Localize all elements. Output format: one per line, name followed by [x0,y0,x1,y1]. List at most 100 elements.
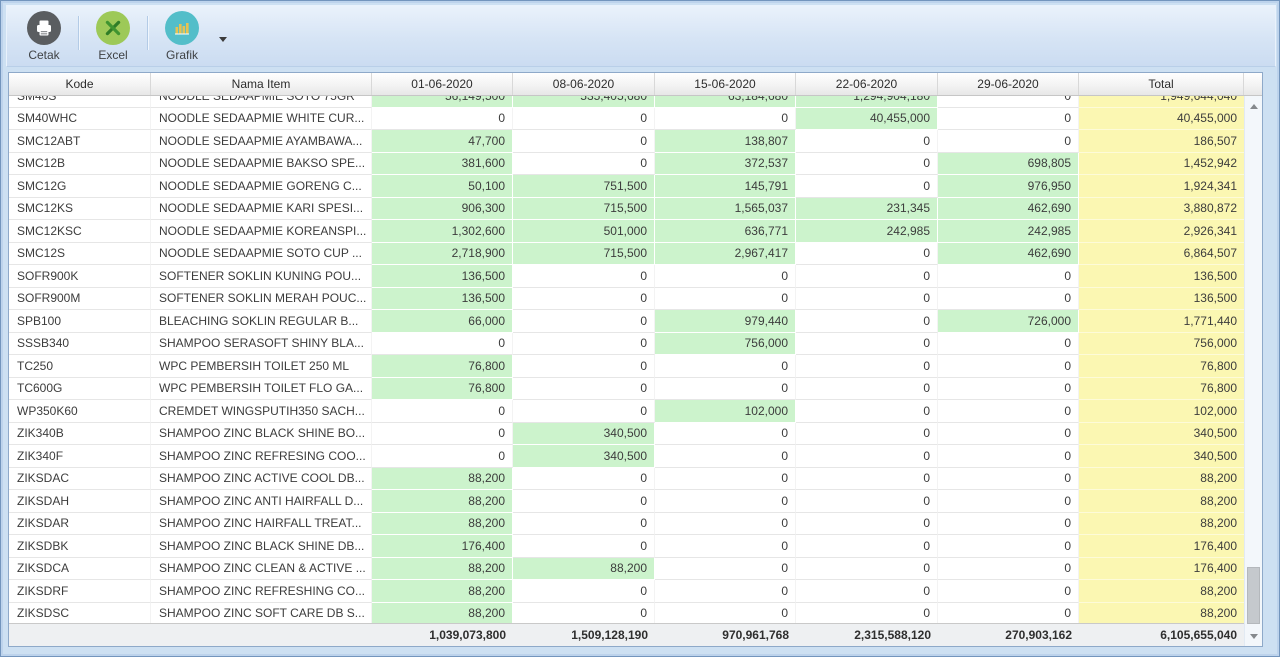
header-cell-nama-item[interactable]: Nama Item [151,73,372,95]
vertical-scrollbar[interactable] [1244,96,1262,646]
table-row[interactable]: TC600G WPC PEMBERSIH TOILET FLO GA... 76… [9,377,1244,400]
cell-week-3: 0 [655,602,796,623]
table-row[interactable]: ZIK340B SHAMPOO ZINC BLACK SHINE BO... 0… [9,422,1244,445]
cell-week-4: 242,985 [796,220,938,243]
cell-total: 340,500 [1079,422,1244,445]
header-cell-week-2[interactable]: 08-06-2020 [513,73,655,95]
cell-week-5: 0 [938,287,1079,310]
cell-week-5: 0 [938,535,1079,558]
table-row[interactable]: SSSB340 SHAMPOO SERASOFT SHINY BLA... 0 … [9,332,1244,355]
cell-nama-item: SOFTENER SOKLIN KUNING POU... [151,265,372,288]
header-cell-total[interactable]: Total [1079,73,1244,95]
cell-week-4: 0 [796,242,938,265]
cell-total: 1,924,341 [1079,175,1244,198]
cell-nama-item: SHAMPOO ZINC REFRESHING CO... [151,580,372,603]
header-cell-week-1[interactable]: 01-06-2020 [372,73,513,95]
table-row[interactable]: SMC12KSC NOODLE SEDAAPMIE KOREANSPI... 1… [9,220,1244,243]
table-row[interactable]: SMC12ABT NOODLE SEDAAPMIE AYAMBAWA... 47… [9,130,1244,153]
table-row[interactable]: SPB100 BLEACHING SOKLIN REGULAR B... 66,… [9,310,1244,333]
header-cell-week-5[interactable]: 29-06-2020 [938,73,1079,95]
cell-week-5: 0 [938,445,1079,468]
cell-total: 1,949,644,040 [1079,96,1244,108]
cell-week-1: 0 [372,400,513,423]
cell-kode: TC250 [9,355,151,378]
cell-week-1: 906,300 [372,197,513,220]
cell-nama-item: SHAMPOO ZINC BLACK SHINE BO... [151,422,372,445]
totals-cell-week-1: 1,039,073,800 [429,628,506,642]
cell-week-5: 0 [938,400,1079,423]
cell-nama-item: SHAMPOO ZINC ACTIVE COOL DB... [151,467,372,490]
table-row[interactable]: ZIKSDSC SHAMPOO ZINC SOFT CARE DB S... 8… [9,602,1244,623]
cell-week-4: 0 [796,422,938,445]
toolbar-separator [78,16,79,50]
scroll-down-button[interactable] [1245,628,1262,644]
header-cell-week-3[interactable]: 15-06-2020 [655,73,796,95]
cell-week-5: 0 [938,332,1079,355]
cell-week-2: 715,500 [513,242,655,265]
scroll-down-icon [1249,633,1258,639]
cell-kode: SOFR900M [9,287,151,310]
cell-week-5: 976,950 [938,175,1079,198]
cell-week-4: 40,455,000 [796,107,938,130]
cell-week-3: 0 [655,422,796,445]
cell-kode: SM40WHC [9,107,151,130]
table-row[interactable]: SMC12S NOODLE SEDAAPMIE SOTO CUP ... 2,7… [9,242,1244,265]
cell-kode: WP350K60 [9,400,151,423]
cell-week-2: 0 [513,287,655,310]
table-row[interactable]: SOFR900K SOFTENER SOKLIN KUNING POU... 1… [9,265,1244,288]
table-row[interactable]: ZIKSDAH SHAMPOO ZINC ANTI HAIRFALL D... … [9,490,1244,513]
excel-button[interactable]: Excel [82,10,144,64]
cell-nama-item: SHAMPOO ZINC ANTI HAIRFALL D... [151,490,372,513]
table-row[interactable]: ZIK340F SHAMPOO ZINC REFRESING COO... 0 … [9,445,1244,468]
cell-week-4: 0 [796,580,938,603]
cell-total: 88,200 [1079,580,1244,603]
cell-week-2: 0 [513,130,655,153]
cell-kode: SPB100 [9,310,151,333]
cell-nama-item: NOODLE SEDAAPMIE KOREANSPI... [151,220,372,243]
cell-week-2: 0 [513,512,655,535]
cell-week-5: 0 [938,96,1079,108]
cell-nama-item: SHAMPOO ZINC CLEAN & ACTIVE ... [151,557,372,580]
cell-total: 76,800 [1079,377,1244,400]
cell-week-2: 0 [513,152,655,175]
cell-kode: SMC12ABT [9,130,151,153]
grafik-dropdown-arrow-icon[interactable] [219,37,227,42]
table-row[interactable]: ZIKSDCA SHAMPOO ZINC CLEAN & ACTIVE ... … [9,557,1244,580]
table-row[interactable]: ZIKSDAC SHAMPOO ZINC ACTIVE COOL DB... 8… [9,467,1244,490]
scrollbar-thumb[interactable] [1247,567,1260,624]
scroll-up-icon [1249,103,1258,109]
cell-nama-item: BLEACHING SOKLIN REGULAR B... [151,310,372,333]
cell-nama-item: NOODLE SEDAAPMIE KARI SPESI... [151,197,372,220]
cell-week-4: 0 [796,377,938,400]
print-icon [27,11,61,45]
table-row[interactable]: ZIKSDAR SHAMPOO ZINC HAIRFALL TREAT... 8… [9,512,1244,535]
table-row[interactable]: SMC12KS NOODLE SEDAAPMIE KARI SPESI... 9… [9,197,1244,220]
table-row[interactable]: SM40S NOODLE SEDAAPMIE SOTO 75GR 56,149,… [9,96,1244,108]
scroll-up-button[interactable] [1245,98,1262,114]
header-cell-week-4[interactable]: 22-06-2020 [796,73,938,95]
table-row[interactable]: SOFR900M SOFTENER SOKLIN MERAH POUC... 1… [9,287,1244,310]
table-row[interactable]: SMC12G NOODLE SEDAAPMIE GORENG C... 50,1… [9,175,1244,198]
cell-total: 136,500 [1079,265,1244,288]
cell-total: 136,500 [1079,287,1244,310]
table-row[interactable]: WP350K60 CREMDET WINGSPUTIH350 SACH... 0… [9,400,1244,423]
table-row[interactable]: SMC12B NOODLE SEDAAPMIE BAKSO SPE... 381… [9,152,1244,175]
cell-week-3: 0 [655,107,796,130]
table-row[interactable]: TC250 WPC PEMBERSIH TOILET 250 ML 76,800… [9,355,1244,378]
table-row[interactable]: SM40WHC NOODLE SEDAAPMIE WHITE CUR... 0 … [9,107,1244,130]
cell-week-5: 0 [938,467,1079,490]
cell-week-1: 2,718,900 [372,242,513,265]
cell-week-4: 0 [796,287,938,310]
cell-week-1: 176,400 [372,535,513,558]
grafik-button[interactable]: Grafik [151,10,213,64]
table-row[interactable]: ZIKSDRF SHAMPOO ZINC REFRESHING CO... 88… [9,580,1244,603]
table-row[interactable]: ZIKSDBK SHAMPOO ZINC BLACK SHINE DB... 1… [9,535,1244,558]
header-cell-kode[interactable]: Kode [9,73,151,95]
cell-week-2: 751,500 [513,175,655,198]
cell-week-3: 756,000 [655,332,796,355]
cell-week-5: 0 [938,130,1079,153]
excel-icon [96,11,130,45]
cetak-button[interactable]: Cetak [13,10,75,64]
cell-kode: SMC12KSC [9,220,151,243]
cell-week-5: 698,805 [938,152,1079,175]
